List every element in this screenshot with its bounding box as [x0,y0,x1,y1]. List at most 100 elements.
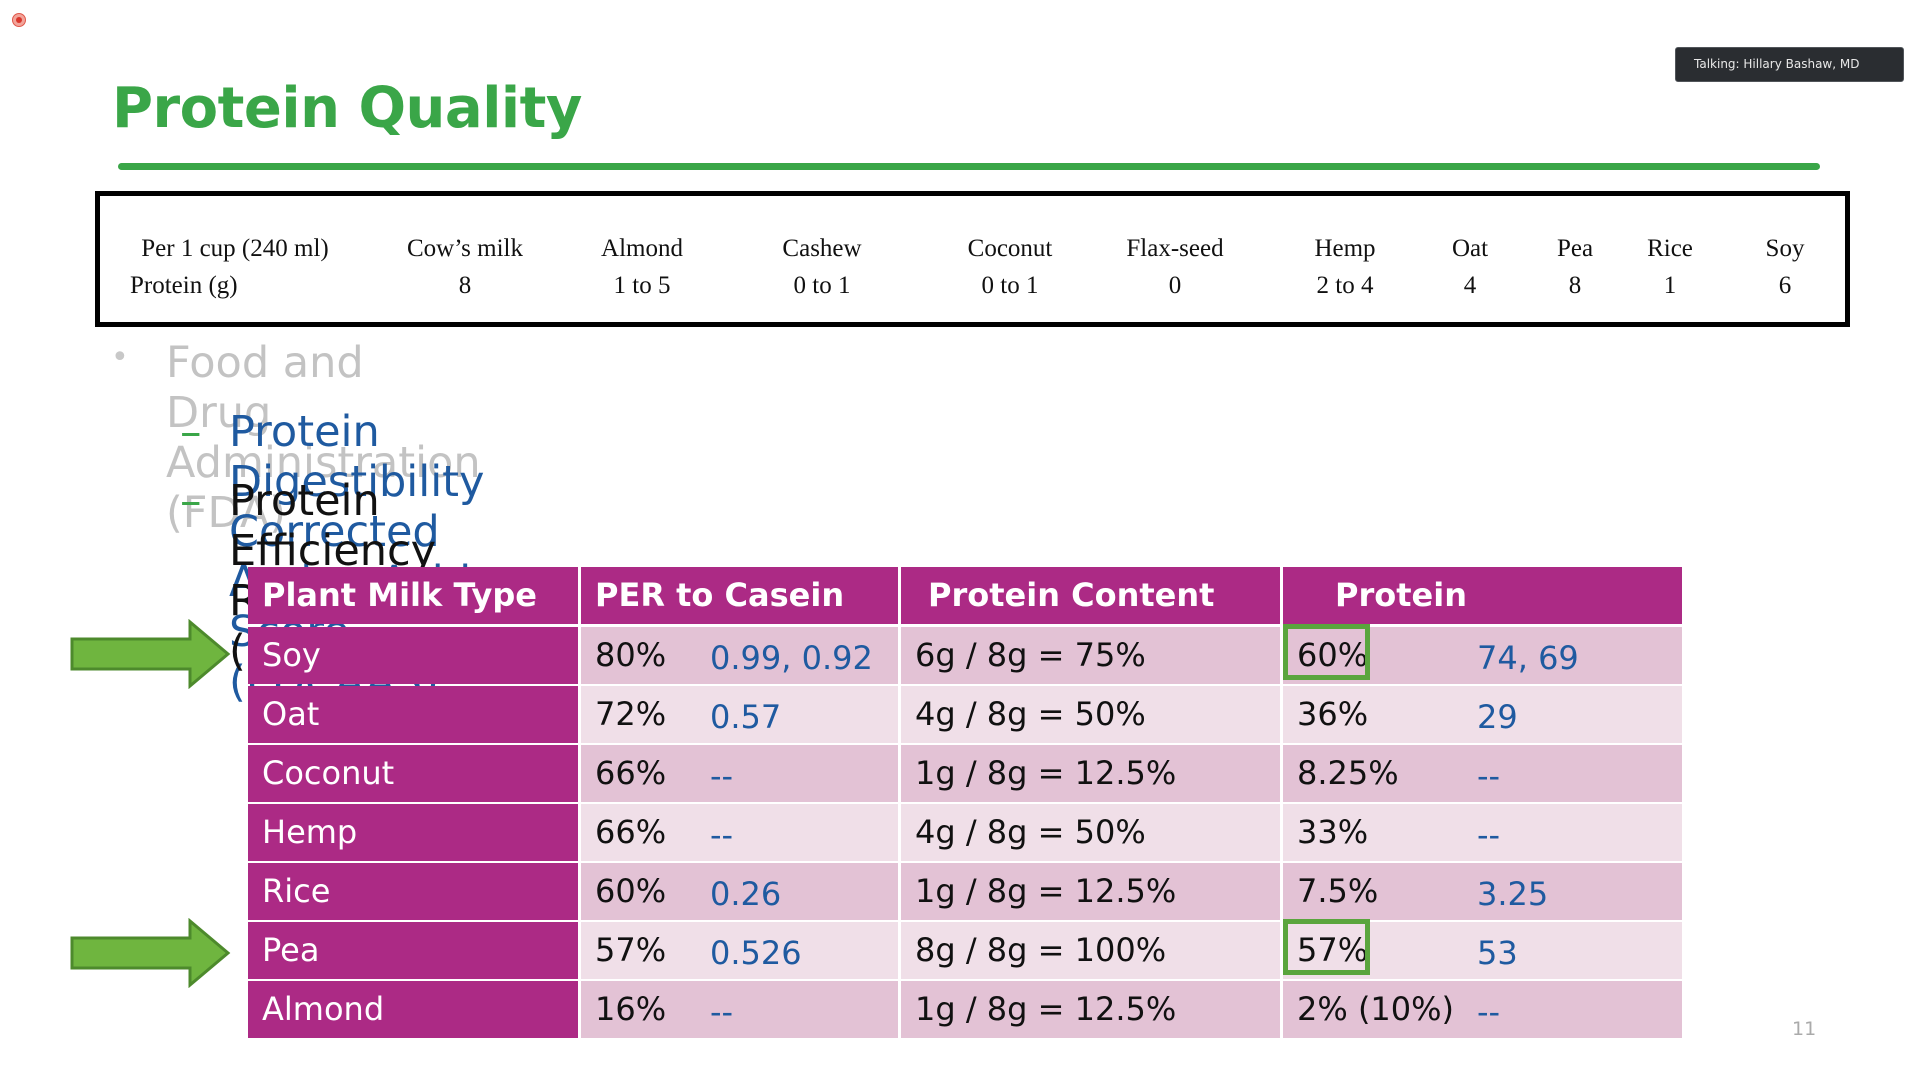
milk-col-label: Flax-seed [1126,235,1224,262]
milk-col-label: Pea [1556,235,1594,262]
cell-equiv-note: 53 [1477,934,1518,972]
cell-equiv-value: 57% [1297,931,1369,969]
cell-equiv-note: 3.25 [1477,875,1549,913]
milk-col-label: Per 1 cup (240 ml) [141,235,329,262]
milk-col-value: 6 [1778,272,1792,299]
milk-col-label: Hemp [1314,235,1376,262]
cell-ratio: 4g / 8g = 50% [901,686,1280,743]
milk-protein-table: Per 1 cup (240 ml) Protein (g) Cow’s mil… [95,191,1850,327]
cell-per-value: 66% [595,754,667,792]
slide-title: Protein Quality [112,76,582,141]
header-per-to-casein: PER to Casein [581,567,898,624]
milk-col-label: Cashew [782,235,862,262]
milk-col-coconut: Coconut 0 to 1 [950,230,1070,304]
table-row: Pea 57% 0.526 8g / 8g = 100% 57% 53 [248,922,1682,979]
table-row: Soy 80% 0.99, 0.92 6g / 8g = 75% 60% 74, 6… [248,627,1682,684]
table-row: Coconut 66% -- 1g / 8g = 12.5% 8.25% -- [248,745,1682,802]
cell-equiv: 7.5% 3.25 [1283,863,1682,920]
cell-ratio: 1g / 8g = 12.5% [901,981,1280,1038]
cell-equiv: 2% (10%) -- [1283,981,1682,1038]
cell-ratio: 8g / 8g = 100% [901,922,1280,979]
milk-col-value: 1 to 5 [613,272,671,299]
arrow-right-icon [70,918,231,988]
cell-ratio: 1g / 8g = 12.5% [901,863,1280,920]
header-protein-equivalency: Protein Equivalency [1283,567,1682,671]
cell-equiv-value: 33% [1297,813,1369,851]
milk-col-soy: Soy 6 [1750,230,1820,304]
cell-per-note: 0.526 [710,934,802,972]
milk-col-almond: Almond 1 to 5 [587,230,697,304]
cell-ratio: 4g / 8g = 50% [901,804,1280,861]
cell-equiv: 60% 74, 69 [1283,627,1682,684]
recording-indicator-icon [12,13,26,27]
milk-col-value: 0 to 1 [981,272,1039,299]
cell-plant-type: Pea [248,922,578,979]
milk-col-cashew: Cashew 0 to 1 [767,230,877,304]
table-row: Oat 72% 0.57 4g / 8g = 50% 36% 29 [248,686,1682,743]
cell-per-value: 16% [595,990,667,1028]
cell-plant-type: Coconut [248,745,578,802]
cell-per-value: 66% [595,813,667,851]
table-row: Almond 16% -- 1g / 8g = 12.5% 2% (10%) -- [248,981,1682,1038]
milk-col-value: 4 [1463,272,1477,299]
cell-per: 66% -- [581,804,898,861]
milk-col-hemp: Hemp 2 to 4 [1290,230,1400,304]
dash-marker: – [180,476,202,526]
cell-equiv-note: -- [1477,757,1501,795]
bullet-marker: • [111,340,129,375]
cell-plant-type: Rice [248,863,578,920]
cell-equiv: 57% 53 [1283,922,1682,979]
cell-per: 72% 0.57 [581,686,898,743]
cell-per: 66% -- [581,745,898,802]
cell-ratio: 1g / 8g = 12.5% [901,745,1280,802]
cell-per-value: 72% [595,695,667,733]
milk-col-label: Rice [1647,235,1693,262]
milk-col-value: 8 [458,272,472,299]
cell-per-note: 0.99, 0.92 [710,639,873,677]
bullet-fda: Food and Drug Administration (FDA) [166,338,481,538]
cell-equiv-note: 74, 69 [1477,639,1579,677]
milk-col-value: 8 [1568,272,1582,299]
cell-equiv-value: 8.25% [1297,754,1399,792]
cell-per-note: -- [710,757,734,795]
cell-equiv: 36% 29 [1283,686,1682,743]
milk-col-header: Per 1 cup (240 ml) Protein (g) [130,230,340,304]
highlight-box-soy [1283,624,1370,680]
cell-per: 16% -- [581,981,898,1038]
cell-equiv-value: 60% [1297,636,1369,674]
milk-col-value: 1 [1663,272,1677,299]
milk-col-oat: Oat 4 [1435,230,1505,304]
milk-col-label: Soy [1765,235,1805,262]
milk-col-value: 0 [1168,272,1182,299]
cell-equiv: 8.25% -- [1283,745,1682,802]
cell-per: 57% 0.526 [581,922,898,979]
cell-plant-type: Soy [248,627,578,684]
cell-ratio: 6g / 8g = 75% [901,627,1280,684]
cell-plant-type: Oat [248,686,578,743]
cell-plant-type: Almond [248,981,578,1038]
milk-col-value: 2 to 4 [1316,272,1374,299]
header-plant-milk-type: Plant Milk Type [248,567,578,624]
cell-equiv-note: 29 [1477,698,1518,736]
cell-equiv-value: 36% [1297,695,1369,733]
page-number: 11 [1792,1018,1817,1040]
milk-col-cows-milk: Cow’s milk 8 [400,230,530,304]
cell-per-value: 60% [595,872,667,910]
cell-per: 60% 0.26 [581,863,898,920]
milk-col-pea: Pea 8 [1540,230,1610,304]
cell-equiv: 33% -- [1283,804,1682,861]
milk-col-label: Almond [601,235,683,262]
table-row: Hemp 66% -- 4g / 8g = 50% 33% -- [248,804,1682,861]
cell-per: 80% 0.99, 0.92 [581,627,898,684]
cell-plant-type: Hemp [248,804,578,861]
cell-equiv-value: 2% (10%) [1297,990,1455,1028]
table-header-row: Plant Milk Type PER to Casein Protein Co… [248,567,1682,671]
milk-col-label: Cow’s milk [407,235,523,262]
header-protein-content-ratio: Protein Content Ratio [901,567,1280,671]
milk-col-flax-seed: Flax-seed 0 [1115,230,1235,304]
milk-col-label: Coconut [967,235,1053,262]
talking-indicator: Talking: Hillary Bashaw, MD [1675,47,1904,82]
milk-col-rice: Rice 1 [1635,230,1705,304]
highlight-box-pea [1283,919,1370,975]
cell-per-note: 0.26 [710,875,782,913]
